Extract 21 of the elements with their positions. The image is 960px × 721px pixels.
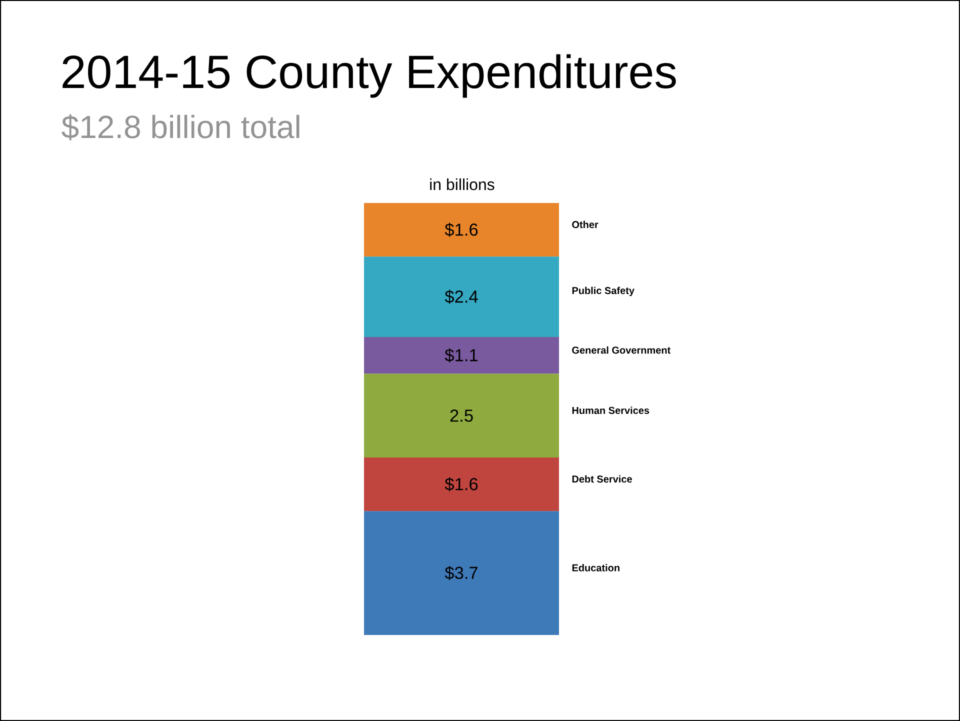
series-label: General Government <box>572 346 670 354</box>
data-label: 2.5 <box>450 410 473 422</box>
data-label: $1.1 <box>444 348 478 362</box>
bar <box>364 374 560 458</box>
bar <box>364 256 560 337</box>
bar <box>364 203 560 257</box>
series-label: Debt Service <box>572 475 632 483</box>
bar <box>364 511 560 635</box>
series-label: Human Services <box>572 406 650 414</box>
chart-title: 2014-15 County Expenditures <box>62 54 676 98</box>
data-label: $2.4 <box>444 290 478 304</box>
text: in billions <box>430 178 494 190</box>
series-label: Public Safety <box>572 286 634 296</box>
series-label: Education <box>572 564 620 572</box>
series-label: Other <box>572 220 598 228</box>
data-label: $1.6 <box>444 477 478 492</box>
data-label: $1.6 <box>444 222 478 237</box>
chart-subtitle: $12.8 billion total <box>62 114 300 140</box>
bar <box>364 336 560 374</box>
data-label: $3.7 <box>444 566 478 580</box>
bar <box>364 458 560 512</box>
